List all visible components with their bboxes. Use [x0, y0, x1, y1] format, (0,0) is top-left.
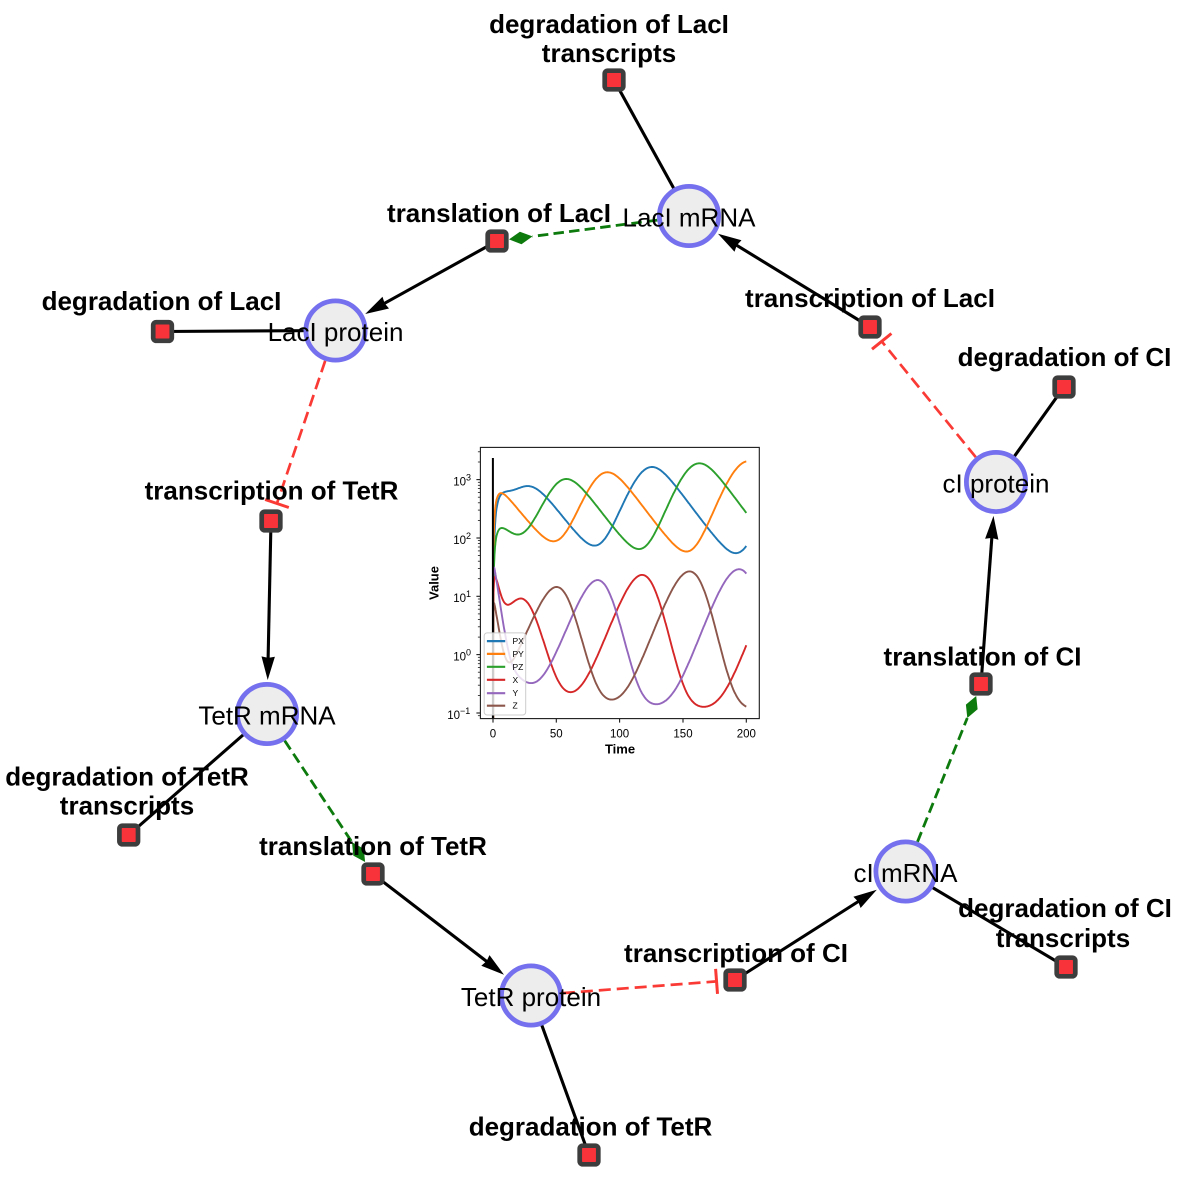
svg-text:10: 10 — [453, 651, 466, 663]
svg-text:transcripts: transcripts — [542, 38, 676, 68]
svg-text:transcripts: transcripts — [60, 791, 194, 821]
svg-text:TetR protein: TetR protein — [461, 982, 601, 1012]
svg-text:degradation of LacI: degradation of LacI — [489, 9, 729, 39]
svg-text:LacI mRNA: LacI mRNA — [623, 202, 757, 232]
svg-text:transcription of CI: transcription of CI — [624, 938, 848, 968]
svg-text:1: 1 — [466, 589, 471, 599]
svg-text:degradation of TetR: degradation of TetR — [5, 762, 249, 792]
svg-text:10: 10 — [453, 535, 466, 547]
svg-text:Value: Value — [427, 566, 442, 600]
svg-text:degradation of TetR: degradation of TetR — [469, 1112, 713, 1142]
svg-text:transcription of TetR: transcription of TetR — [145, 476, 399, 506]
svg-text:50: 50 — [550, 729, 563, 741]
svg-text:PZ: PZ — [513, 662, 524, 672]
svg-text:200: 200 — [737, 729, 756, 741]
svg-text:degradation of CI: degradation of CI — [958, 342, 1172, 372]
svg-text:cI mRNA: cI mRNA — [854, 858, 959, 888]
svg-text:0: 0 — [490, 729, 496, 741]
svg-text:cI protein: cI protein — [943, 468, 1050, 498]
svg-text:100: 100 — [610, 729, 629, 741]
svg-text:10: 10 — [453, 593, 466, 605]
svg-text:3: 3 — [466, 473, 471, 483]
svg-text:translation of TetR: translation of TetR — [259, 831, 487, 861]
svg-text:Y: Y — [513, 688, 519, 698]
svg-text:−1: −1 — [460, 706, 470, 716]
svg-text:2: 2 — [466, 531, 471, 541]
svg-text:transcription of LacI: transcription of LacI — [745, 283, 995, 313]
svg-text:Time: Time — [605, 742, 635, 757]
svg-text:degradation of LacI: degradation of LacI — [42, 286, 282, 316]
svg-text:X: X — [513, 675, 519, 685]
svg-text:TetR mRNA: TetR mRNA — [198, 700, 336, 730]
svg-text:PY: PY — [513, 649, 525, 659]
svg-text:PX: PX — [513, 636, 525, 646]
svg-text:10: 10 — [453, 476, 466, 488]
svg-text:transcripts: transcripts — [996, 923, 1130, 953]
svg-text:translation of CI: translation of CI — [884, 642, 1082, 672]
svg-text:0: 0 — [466, 648, 471, 658]
svg-text:LacI protein: LacI protein — [268, 317, 404, 347]
svg-text:Z: Z — [513, 701, 518, 711]
svg-text:degradation of CI: degradation of CI — [958, 893, 1172, 923]
svg-text:150: 150 — [673, 729, 692, 741]
svg-text:translation of LacI: translation of LacI — [387, 198, 611, 228]
svg-text:10: 10 — [447, 710, 460, 722]
